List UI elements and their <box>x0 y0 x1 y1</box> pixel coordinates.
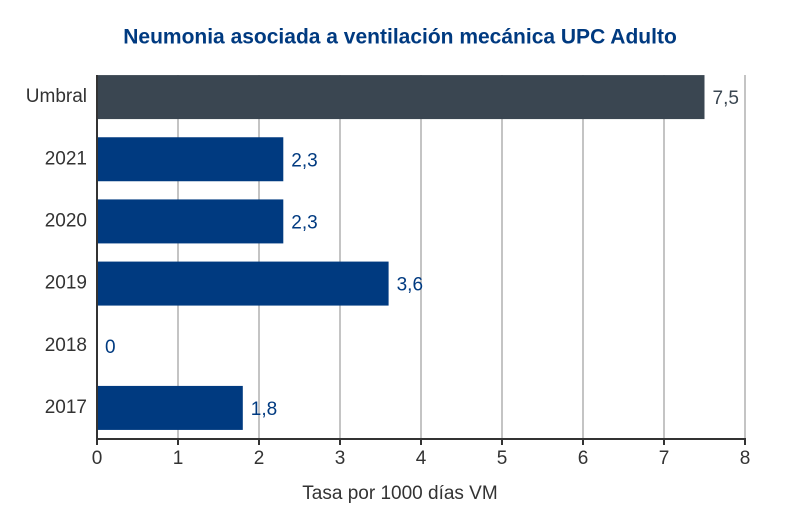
bar <box>97 261 389 306</box>
x-tick-label: 8 <box>740 448 751 469</box>
y-tick-label: Umbral <box>26 86 87 107</box>
value-label: 2,3 <box>291 212 317 233</box>
x-tick-label: 0 <box>92 448 103 469</box>
bar <box>97 385 243 430</box>
value-label: 0 <box>105 337 116 358</box>
y-tick-label: 2021 <box>45 148 87 169</box>
x-tick-label: 4 <box>416 448 427 469</box>
y-tick-label: 2018 <box>45 335 87 356</box>
chart-title: Neumonia asociada a ventilación mecánica… <box>123 26 677 49</box>
bar <box>97 199 284 244</box>
y-tick-label: 2020 <box>45 210 87 231</box>
y-tick-label: 2017 <box>45 397 87 418</box>
y-tick-label: 2019 <box>45 273 87 294</box>
x-tick-label: 2 <box>254 448 265 469</box>
bar <box>97 137 284 182</box>
x-tick-label: 1 <box>173 448 184 469</box>
value-label: 7,5 <box>713 88 739 109</box>
x-tick-label: 7 <box>659 448 670 469</box>
x-tick-label: 5 <box>497 448 508 469</box>
x-axis-label: Tasa por 1000 días VM <box>302 483 497 504</box>
value-label: 1,8 <box>251 399 277 420</box>
bar <box>97 75 705 120</box>
value-label: 2,3 <box>291 150 317 171</box>
x-tick-label: 6 <box>578 448 589 469</box>
value-label: 3,6 <box>397 275 423 296</box>
x-tick-label: 3 <box>335 448 346 469</box>
